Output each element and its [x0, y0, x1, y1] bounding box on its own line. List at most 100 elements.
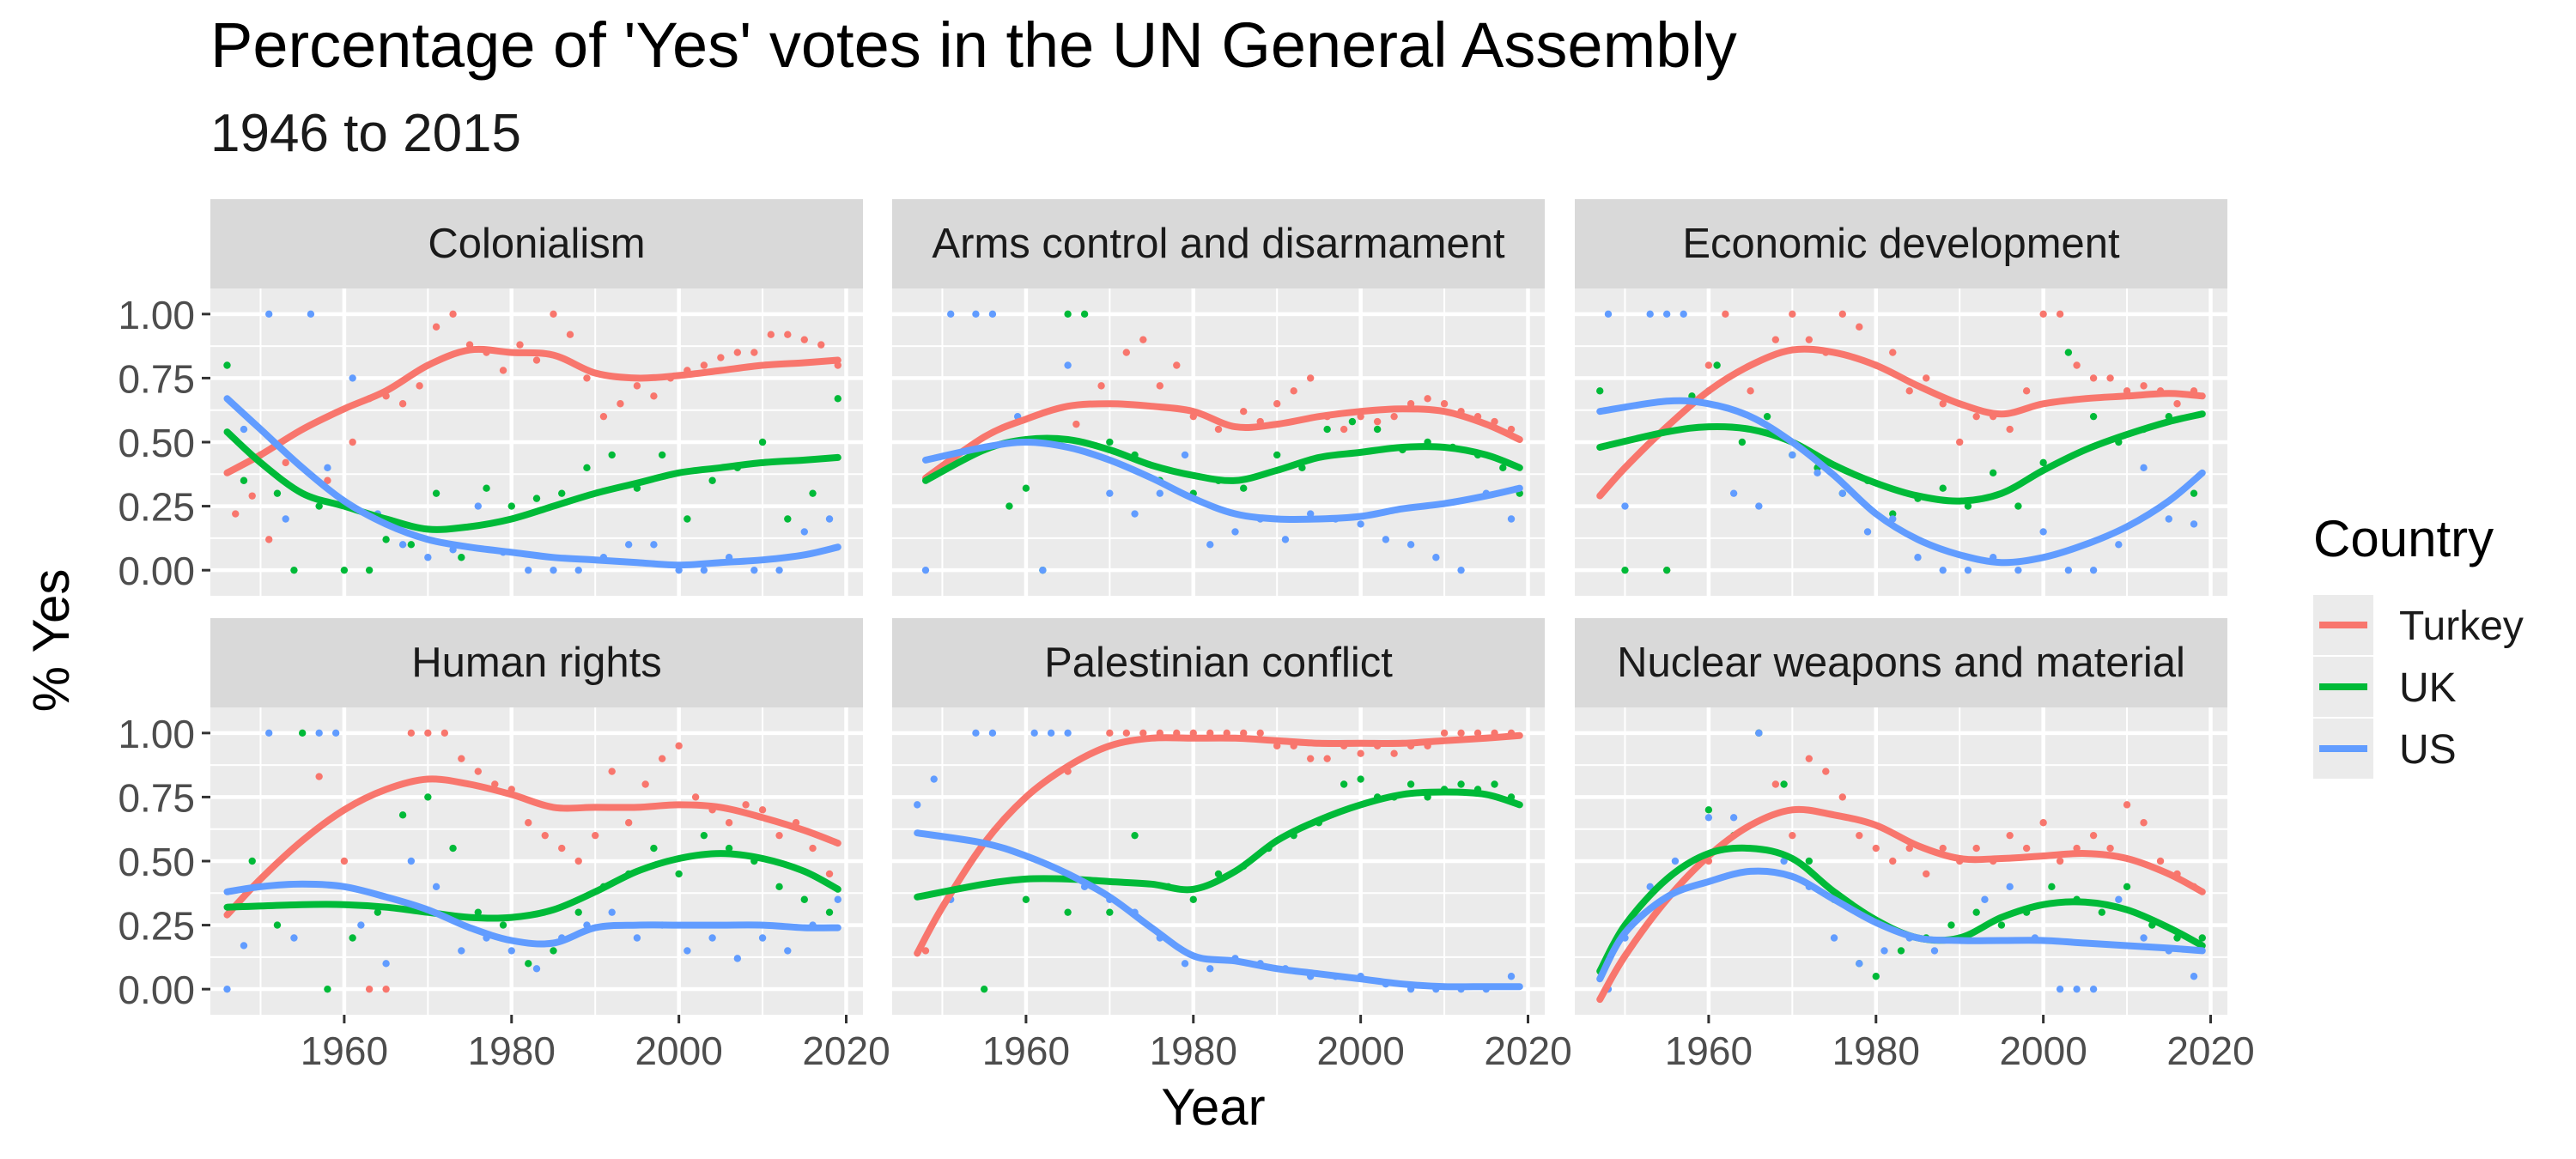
data-point	[1780, 857, 1788, 865]
data-point	[232, 510, 240, 518]
trend-line-us	[1596, 397, 2206, 567]
facet-panel: Human rights 0.00 0.25 0.50 0.75 1.00 1960 1980…	[118, 618, 890, 1073]
data-point	[1173, 361, 1181, 369]
facet-strip	[1575, 618, 2227, 707]
data-point	[1156, 489, 1163, 497]
data-point	[541, 831, 549, 840]
data-point	[1939, 566, 1947, 574]
data-point	[624, 541, 633, 549]
data-point	[599, 412, 608, 421]
data-point	[1491, 780, 1498, 788]
x-tick-label: 1960	[1665, 1029, 1753, 1073]
data-point	[2156, 857, 2165, 865]
data-point	[1214, 870, 1223, 878]
data-point	[248, 857, 256, 865]
data-point	[550, 566, 557, 574]
data-point	[921, 947, 930, 955]
data-point	[1838, 793, 1846, 801]
data-point	[1390, 412, 1398, 421]
data-point	[1755, 729, 1763, 737]
data-point	[1457, 729, 1465, 737]
data-point	[583, 374, 591, 382]
data-point	[1972, 908, 1980, 916]
data-point	[1763, 412, 1771, 421]
data-point	[458, 755, 465, 762]
data-point	[767, 331, 775, 338]
data-point	[349, 934, 356, 942]
data-point	[1306, 374, 1315, 382]
data-point	[825, 515, 834, 523]
data-point	[1406, 541, 1415, 549]
data-point	[1780, 780, 1788, 788]
data-point	[608, 768, 616, 775]
data-point	[1729, 489, 1738, 497]
legend-item-uk: UK	[2313, 657, 2457, 717]
data-point	[2014, 566, 2022, 574]
data-point	[566, 331, 574, 338]
x-tick-label: 2000	[635, 1029, 722, 1073]
panel-data	[914, 729, 1523, 993]
data-point	[2106, 844, 2114, 853]
data-point	[2173, 400, 2181, 408]
data-point	[1621, 566, 1629, 574]
data-point	[1390, 749, 1398, 757]
data-point	[1956, 438, 1964, 446]
data-point	[1930, 947, 1939, 955]
data-point	[834, 395, 841, 403]
data-point	[574, 566, 582, 574]
trend-line-uk	[223, 850, 841, 922]
x-tick-label: 1980	[468, 1029, 556, 1073]
data-point	[1122, 729, 1131, 737]
legend-item-turkey: Turkey	[2313, 595, 2524, 655]
facet-strip-label: Nuclear weapons and material	[1617, 640, 2185, 686]
data-point	[1872, 973, 1880, 980]
data-point	[980, 985, 988, 993]
facet-strip	[892, 618, 1545, 707]
data-point	[708, 476, 716, 484]
data-point	[1856, 960, 1863, 968]
trend-line-turkey	[1596, 345, 2206, 500]
trend-line-uk	[1596, 410, 2206, 505]
data-point	[583, 464, 591, 472]
data-point	[708, 934, 716, 942]
data-point	[349, 438, 356, 446]
data-point	[717, 354, 725, 361]
data-point	[800, 528, 808, 536]
data-point	[365, 985, 374, 993]
data-point	[558, 489, 566, 497]
y-tick-label: 0.75	[118, 775, 195, 820]
data-point	[1989, 469, 1997, 476]
data-point	[1729, 814, 1738, 822]
data-point	[1457, 566, 1465, 574]
data-point	[641, 780, 649, 788]
data-point	[1106, 729, 1114, 737]
y-tick-label: 1.00	[118, 712, 195, 756]
data-point	[2048, 883, 2056, 891]
facet-strip-label: Colonialism	[428, 221, 645, 267]
data-point	[2123, 801, 2131, 809]
facet-panel: Arms control and disarmament	[892, 199, 1545, 596]
data-point	[499, 921, 507, 929]
legend-item-us: US	[2313, 719, 2457, 779]
data-point	[700, 566, 708, 574]
data-point	[700, 831, 708, 840]
data-point	[775, 831, 783, 840]
trend-line-turkey	[223, 775, 841, 919]
data-point	[1789, 831, 1796, 840]
data-point	[1880, 947, 1888, 955]
data-point	[608, 908, 616, 916]
data-point	[633, 934, 641, 942]
data-point	[1290, 387, 1297, 395]
data-point	[1064, 729, 1072, 737]
data-point	[2140, 934, 2148, 942]
trend-line-us	[1596, 867, 2206, 983]
data-point	[240, 425, 248, 434]
panel-data	[921, 310, 1523, 574]
x-tick-label: 1960	[982, 1029, 1070, 1073]
data-point	[1273, 400, 1281, 408]
data-point	[1863, 528, 1872, 536]
x-tick-label: 2020	[2166, 1029, 2254, 1073]
data-point	[1838, 489, 1846, 497]
data-point	[2089, 412, 2098, 421]
data-point	[1139, 729, 1147, 737]
